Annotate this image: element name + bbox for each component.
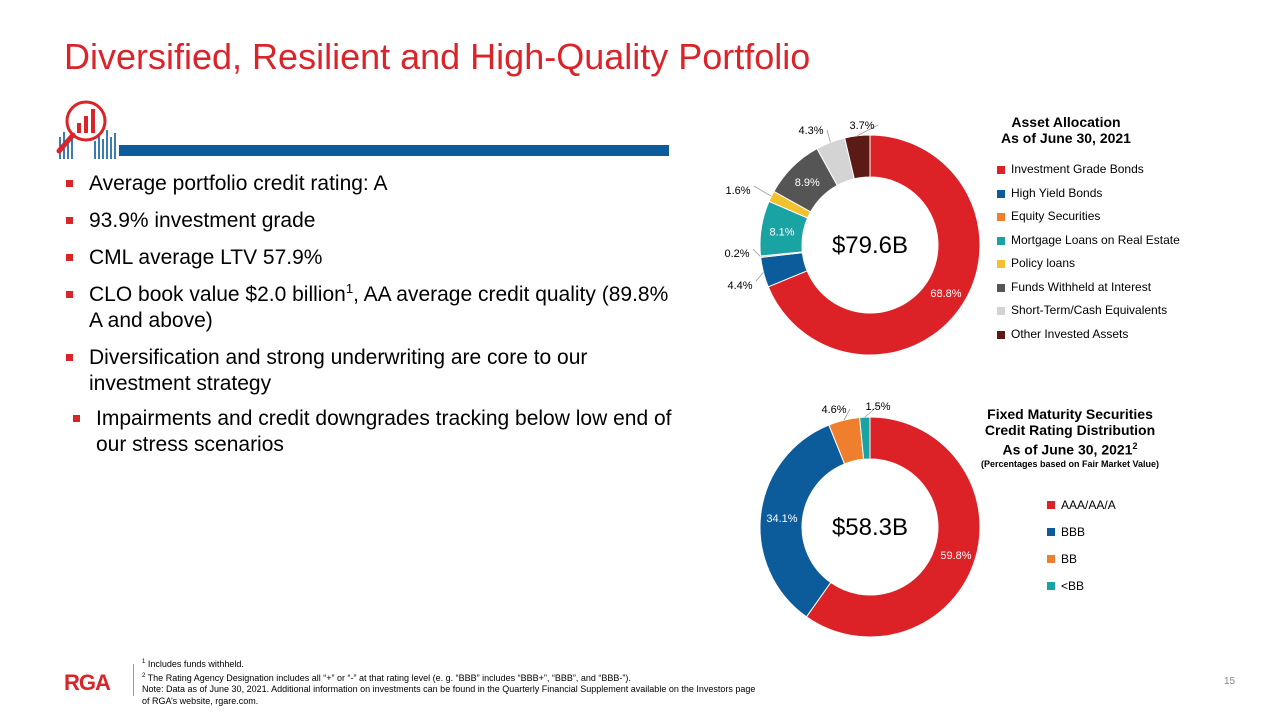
legend-item: Policy loans: [997, 252, 1180, 276]
bullet-item: 93.9% investment grade: [66, 208, 676, 234]
legend-swatch: [1047, 501, 1055, 509]
footnote-ref: 1: [345, 281, 354, 296]
legend-item: Mortgage Loans on Real Estate: [997, 229, 1180, 253]
donut-slice: [805, 416, 981, 638]
donut-slice: [759, 424, 846, 618]
data-label: 1.6%: [725, 185, 750, 197]
legend-item: BBB: [1047, 519, 1116, 546]
donut-slice: [844, 134, 871, 180]
footnotes: 1 Includes funds withheld. 2 The Rating …: [142, 659, 756, 706]
bullet-item: Average portfolio credit rating: A: [66, 171, 676, 197]
data-label: 3.7%: [849, 120, 874, 132]
bullet-marker: [73, 415, 80, 422]
leader-line: [857, 124, 879, 137]
bullet-item: CLO book value $2.0 billion1, AA average…: [66, 282, 676, 334]
legend-swatch: [997, 307, 1005, 315]
legend-swatch: [1047, 555, 1055, 563]
leader-line: [843, 408, 851, 421]
legend-item: Investment Grade Bonds: [997, 158, 1180, 182]
bullet-list: Average portfolio credit rating: A 93.9%…: [66, 171, 676, 469]
page-number: 15: [1224, 676, 1236, 687]
data-label: 0.2%: [724, 248, 749, 260]
bullet-marker: [66, 254, 73, 261]
data-label: 8.9%: [795, 177, 820, 189]
legend-swatch: [997, 236, 1005, 245]
bullet-item: CML average LTV 57.9%: [66, 245, 676, 271]
leader-line: [864, 405, 879, 418]
header-rule: [119, 145, 669, 156]
data-label: 4.4%: [727, 280, 752, 292]
legend-item: High Yield Bonds: [997, 182, 1180, 206]
legend-item: <BB: [1047, 573, 1116, 600]
center-total-label: $79.6B: [832, 232, 908, 259]
magnifier-bar-chart-icon: [55, 97, 120, 161]
chart1-legend: Investment Grade Bonds High Yield Bonds …: [997, 158, 1180, 346]
rga-logo: RGA: [64, 670, 111, 695]
legend-item: AAA/AA/A: [1047, 492, 1116, 519]
legend-swatch: [997, 189, 1005, 198]
data-label: 4.3%: [798, 125, 823, 137]
leader-line: [826, 129, 831, 143]
data-label: 8.1%: [770, 226, 795, 238]
data-label: 34.1%: [766, 513, 797, 525]
chart2-legend-title: Fixed Maturity Securities Credit Rating …: [980, 406, 1160, 469]
donut-slice: [767, 134, 981, 356]
legend-swatch: [997, 166, 1005, 174]
legend-item: Short-Term/Cash Equivalents: [997, 299, 1180, 323]
data-label: 68.8%: [930, 288, 961, 300]
leader-line: [753, 185, 772, 197]
center-total-label: $58.3B: [832, 514, 908, 541]
donut-slice: [859, 416, 871, 460]
leader-line: [755, 272, 764, 282]
bullet-marker: [66, 180, 73, 187]
bullet-item: Diversification and strong underwriting …: [66, 345, 676, 397]
legend-item: BB: [1047, 546, 1116, 573]
chart1-legend-title: Asset Allocation As of June 30, 2021: [1001, 114, 1131, 146]
leader-line: [752, 248, 761, 258]
footer-divider: [133, 664, 134, 696]
chart2-legend: AAA/AA/A BBB BB <BB: [1047, 492, 1116, 600]
bullet-marker: [66, 354, 73, 361]
data-label: 59.8%: [940, 550, 971, 562]
legend-item: Equity Securities: [997, 205, 1180, 229]
legend-item: Other Invested Assets: [997, 323, 1180, 347]
bullet-item: Impairments and credit downgrades tracki…: [66, 406, 676, 458]
legend-swatch: [997, 260, 1005, 268]
legend-swatch: [997, 283, 1005, 292]
legend-swatch: [997, 213, 1005, 221]
legend-swatch: [1047, 582, 1055, 590]
bullet-marker: [66, 217, 73, 224]
legend-item: Funds Withheld at Interest: [997, 276, 1180, 300]
data-label: 1.5%: [865, 401, 890, 413]
bullet-marker: [66, 291, 73, 298]
page-title: Diversified, Resilient and High-Quality …: [64, 36, 811, 77]
data-label: 4.6%: [821, 404, 846, 416]
legend-swatch: [997, 330, 1005, 339]
legend-swatch: [1047, 528, 1055, 536]
